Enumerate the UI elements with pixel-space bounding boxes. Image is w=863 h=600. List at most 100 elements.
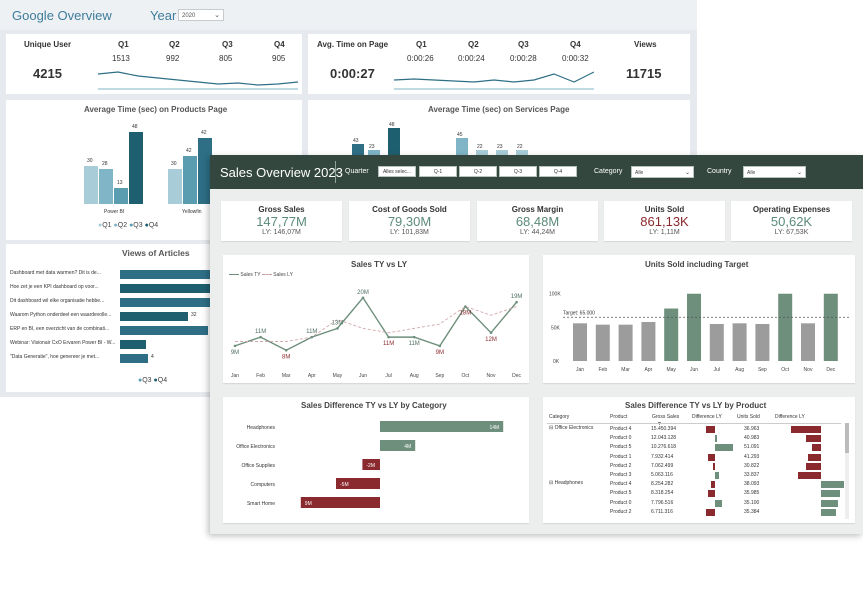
quarter-q2-button[interactable]: Q-2 xyxy=(459,166,497,177)
y-tick-label: 100K xyxy=(549,292,561,298)
article-row[interactable]: ERP en BI, een overzicht van de combinat… xyxy=(10,324,300,338)
sales-data-label: 11M xyxy=(306,329,317,335)
table-row[interactable]: Product 2 7.062.499 30.822 xyxy=(543,462,843,471)
units-bar xyxy=(778,293,793,361)
article-row[interactable]: Webinar: Visionair CxO Ervaren Power BI … xyxy=(10,338,300,352)
scrollbar-thumb[interactable] xyxy=(845,423,849,453)
table-row[interactable]: Product 4 8.254.282 38.093 xyxy=(543,480,844,489)
category-tick-label: Headphones xyxy=(247,425,276,431)
article-row[interactable]: Hoe zet je een KPI dashboard op voor... xyxy=(10,282,300,296)
col-header-category[interactable]: Category xyxy=(549,414,570,420)
category-diff-title: Sales Difference TY vs LY by Category xyxy=(301,401,447,410)
col-header-product[interactable]: Product xyxy=(610,414,628,420)
gross-sales-cell: 10.276.618 xyxy=(651,444,677,451)
table-row[interactable]: Product 1 7.932.414 41.293 xyxy=(543,453,843,462)
category-data-label: -5M xyxy=(340,482,349,488)
unique-user-value: 4215 xyxy=(33,66,62,81)
kpi-last-year: LY: 146,07M xyxy=(262,229,301,236)
month-tick-label: Aug xyxy=(735,367,744,373)
products-label-3: 13 xyxy=(117,180,123,186)
gross-diff-bar xyxy=(712,462,715,470)
article-row[interactable]: "Data Generatie", hoe genereer je met...… xyxy=(10,352,300,366)
quarter-q3-button[interactable]: Q-3 xyxy=(499,166,537,177)
quarter-select-all-button[interactable]: Alles selec... xyxy=(378,166,416,177)
gross-sales-cell: 12.043.128 xyxy=(651,435,677,442)
y-tick-label: 0K xyxy=(553,359,560,365)
category-bar-chart: Headphones 14M Office Electronics 4M Office … xyxy=(236,421,504,508)
sales-ty-point xyxy=(233,344,237,348)
units-bar xyxy=(823,293,838,361)
col-header-diff-ly-units[interactable]: Difference LY xyxy=(775,414,805,420)
col-header-gross-sales[interactable]: Gross Sales xyxy=(652,414,680,420)
table-row[interactable]: Product 4 15.450.394 36.963 xyxy=(543,425,843,434)
article-row[interactable]: Waarom Python onderdeel een waardevolle.… xyxy=(10,310,300,324)
products-legend: ●Q1 ●Q2 ●Q3 ●Q4 xyxy=(98,222,159,229)
expand-icon[interactable]: ⊟ xyxy=(549,480,554,487)
units-diff-bar xyxy=(805,462,821,470)
sales-data-label: 8M xyxy=(282,354,290,360)
sales-ty-point xyxy=(464,305,467,308)
month-tick-label: Apr xyxy=(645,367,653,373)
table-row[interactable]: Product 5 10.276.618 51.091 xyxy=(543,443,843,452)
year-dropdown[interactable]: 2020 ⌄ xyxy=(178,9,224,21)
units-diff-bar xyxy=(821,508,837,516)
google-title: Google Overview xyxy=(12,8,112,23)
products-label-4: 48 xyxy=(132,124,138,130)
category-diff-panel: Sales Difference TY vs LY by Category He… xyxy=(223,397,529,523)
article-bar xyxy=(120,270,212,279)
quarter-q4-button[interactable]: Q-4 xyxy=(539,166,577,177)
kpi-card: Cost of Goods Sold 79,30M LY: 101,83M xyxy=(349,201,470,241)
time-q1-label: Q1 xyxy=(416,40,427,49)
article-title: ERP en BI, een overzicht van de combinat… xyxy=(10,326,110,332)
col-header-diff-ly[interactable]: Difference LY xyxy=(692,414,722,420)
gross-sales-cell: 8.254.282 xyxy=(651,481,674,488)
country-dropdown[interactable]: Alle ⌄ xyxy=(743,166,806,178)
table-row[interactable]: Product 0 7.796.516 35.100 xyxy=(543,499,843,508)
sort-desc-icon[interactable]: ▼ xyxy=(657,421,662,427)
users-q2-label: Q2 xyxy=(169,40,180,49)
table-row[interactable]: Product 2 6.711.316 35.384 xyxy=(543,508,843,517)
category-group[interactable]: ⊟ Headphones xyxy=(549,480,605,486)
product-cell: Product 0 xyxy=(610,499,632,506)
article-title: Dit dashboard wil elke organisatie hebbe… xyxy=(10,298,105,304)
month-tick-label: Feb xyxy=(256,373,265,379)
col-header-units-sold[interactable]: Units Sold xyxy=(737,414,760,420)
gross-diff-bar xyxy=(708,490,715,498)
units-diff-bar xyxy=(807,453,821,461)
products-cat-powerbi: Power BI xyxy=(104,209,124,215)
services-label-7: 22 xyxy=(517,144,523,150)
category-data-label: 9M xyxy=(305,501,312,507)
category-group[interactable]: ⊟ Office Electronics xyxy=(549,425,605,431)
quarter-label: Quarter xyxy=(345,168,369,175)
bar-services-4 xyxy=(456,138,468,156)
gross-sales-cell: 6.711.316 xyxy=(651,508,673,515)
table-row[interactable]: Product 5 8.318.254 35.985 xyxy=(543,489,843,498)
expand-icon[interactable]: ⊟ xyxy=(549,425,554,431)
category-label: Category xyxy=(594,168,623,175)
users-q4-value: 905 xyxy=(272,54,286,63)
gross-diff-bar xyxy=(708,453,715,461)
units-bar xyxy=(709,324,724,361)
quarter-q1-button[interactable]: Q-1 xyxy=(419,166,457,177)
users-q4-label: Q4 xyxy=(274,40,285,49)
series-sales-ly-line xyxy=(235,306,517,342)
kpi-value: 147,77M xyxy=(256,214,307,229)
country-value: Alle xyxy=(747,170,756,176)
table-row[interactable]: Product 3 5.063.116 33.837 xyxy=(543,471,843,480)
category-bar xyxy=(380,440,416,451)
articles-legend: ●Q3 ●Q4 xyxy=(138,377,168,384)
views-label: Views xyxy=(634,40,657,49)
units-bar-chart: 100K 50K 0K Jan Feb Mar Apr May Jun Jul Aug Sep Oct N… xyxy=(549,292,849,373)
table-row[interactable]: Product 0 12.043.128 40.983 xyxy=(543,434,843,443)
chevron-down-icon: ⌄ xyxy=(214,12,220,19)
sales-title: Sales Overview 2023 xyxy=(220,165,343,180)
services-label-1: 43 xyxy=(353,138,359,144)
units-diff-bar xyxy=(798,472,821,479)
category-dropdown[interactable]: Alle ⌄ xyxy=(631,166,694,178)
avg-time-card: Avg. Time on Page 0:00:27 Q1 Q2 Q3 Q4 0:… xyxy=(308,34,690,94)
units-sold-cell: 35.384 xyxy=(744,508,760,515)
users-q2-value: 992 xyxy=(166,54,180,63)
sales-data-label: 18M xyxy=(460,311,472,317)
month-tick-label: Nov xyxy=(487,373,496,379)
table-scrollbar[interactable] xyxy=(845,423,849,519)
